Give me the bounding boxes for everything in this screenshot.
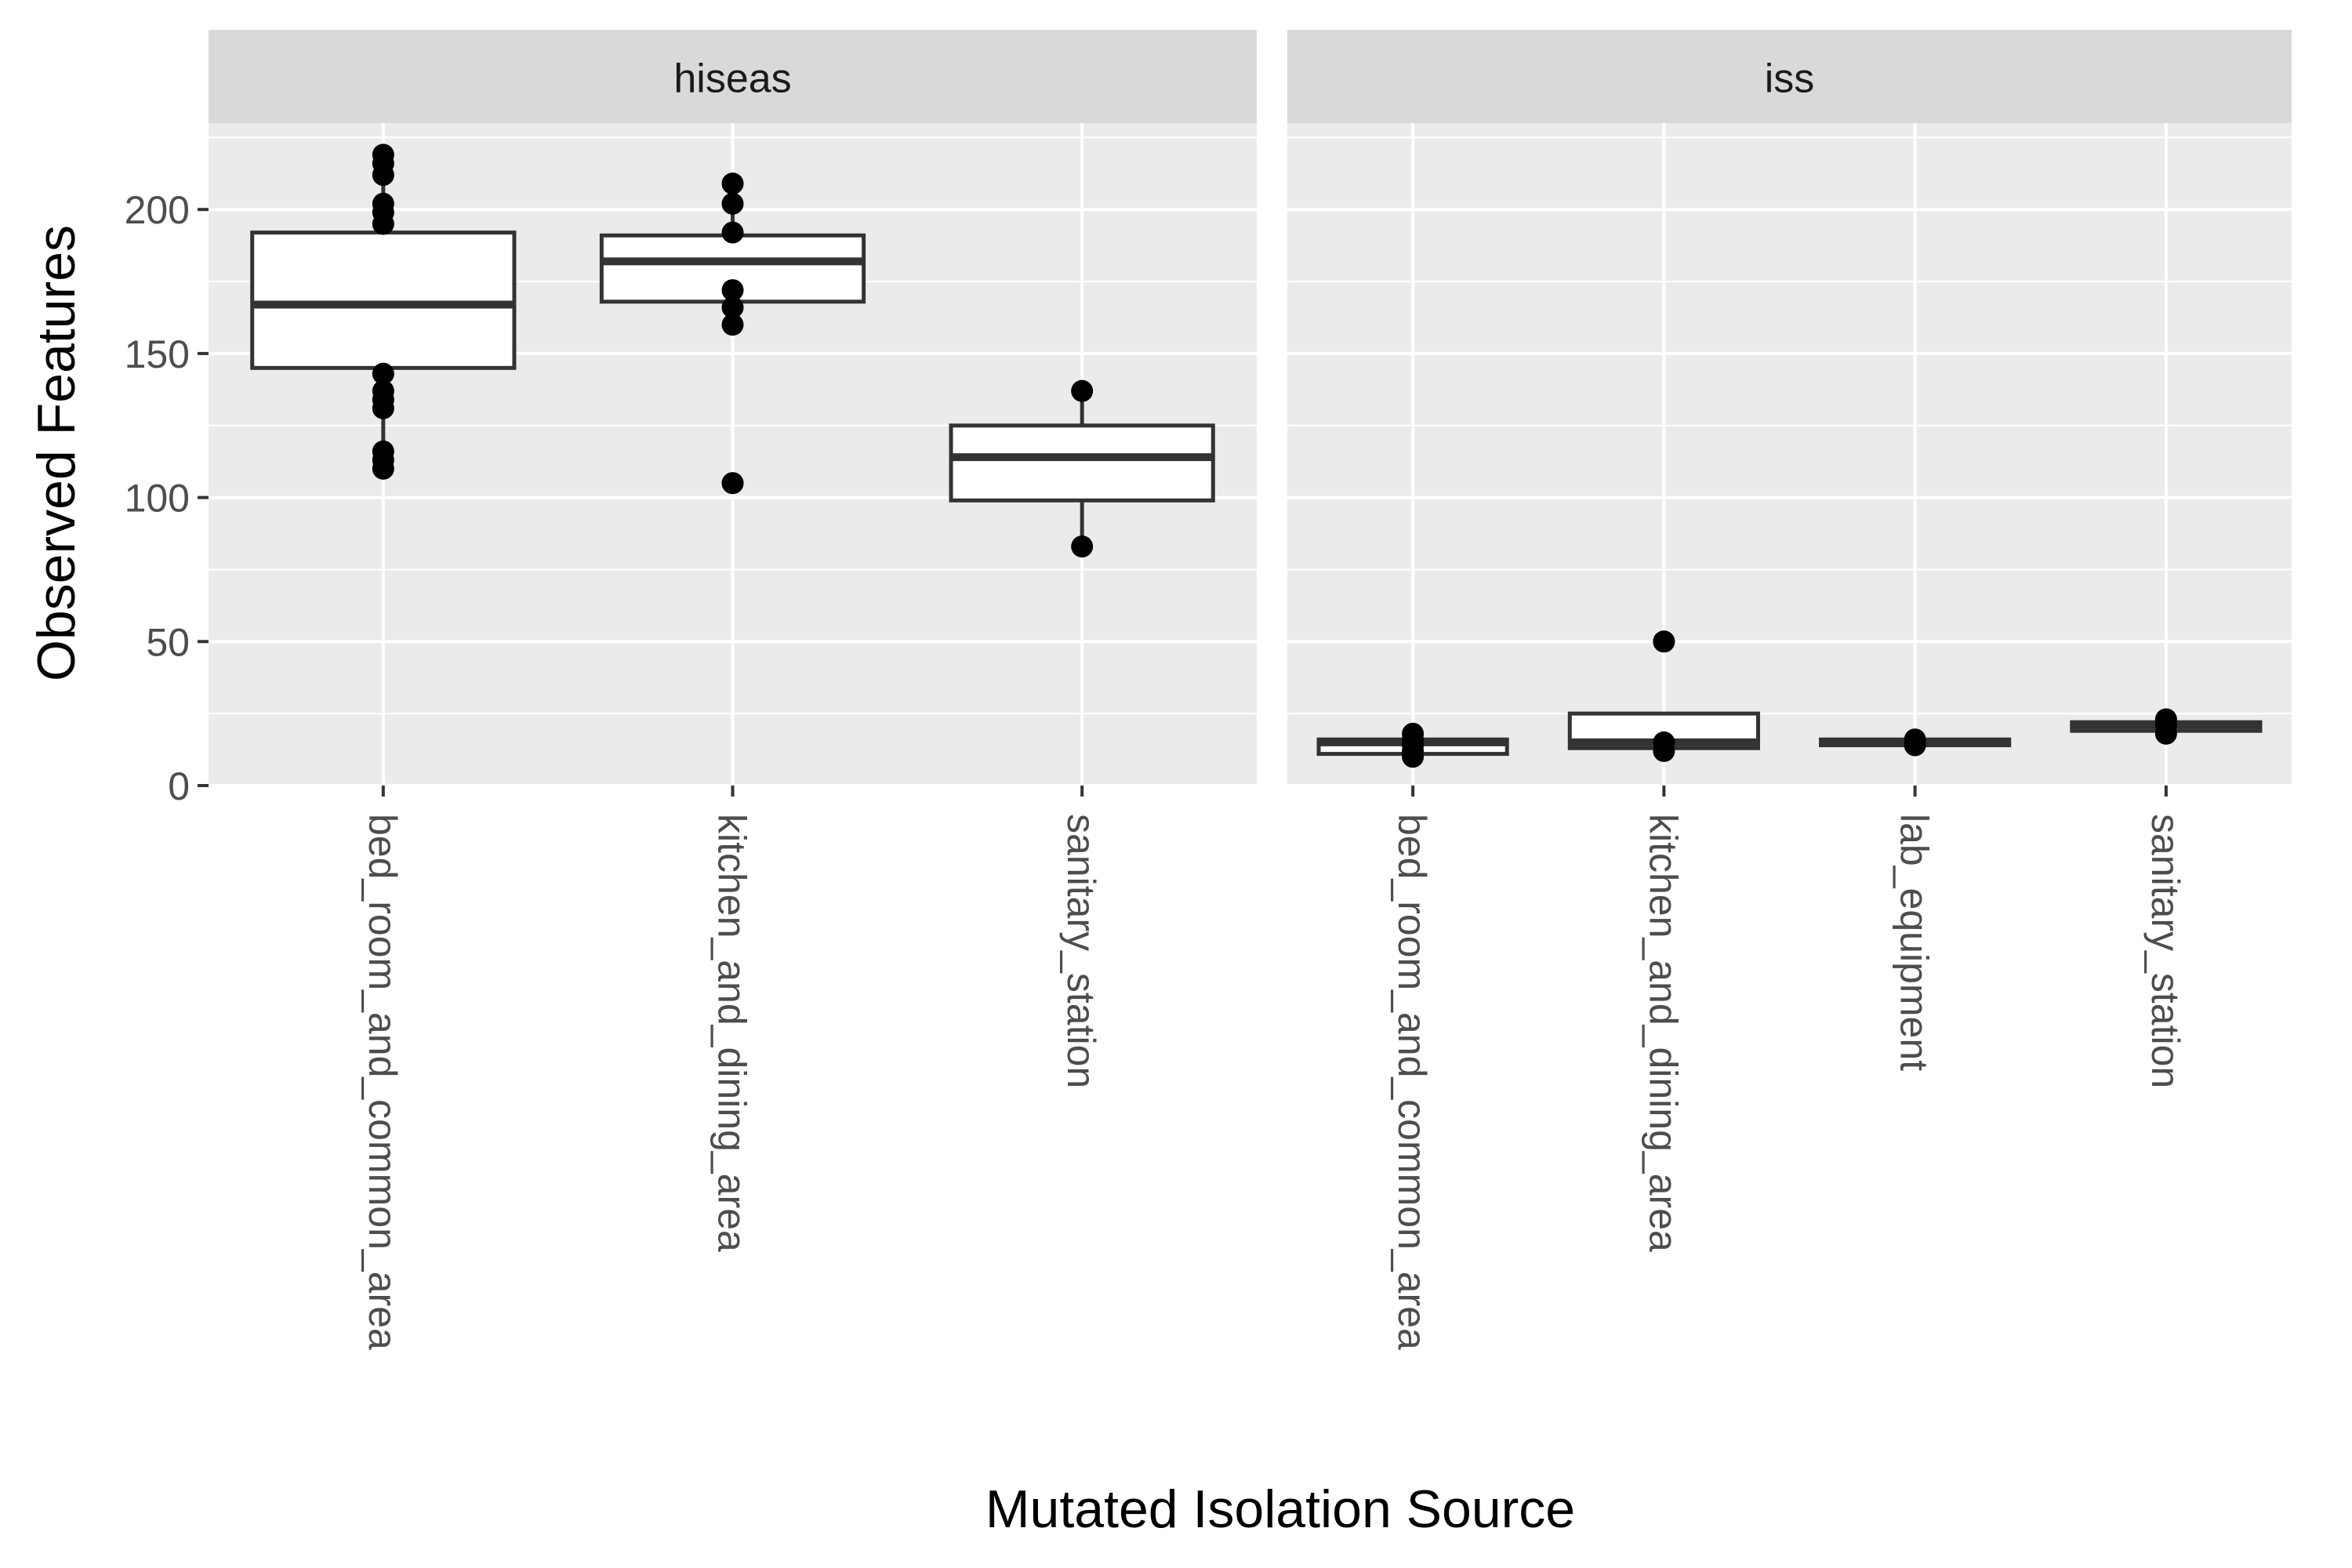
x-tick-label: bed_room_and_common_area bbox=[1390, 814, 1434, 1350]
box-body bbox=[250, 230, 517, 370]
box-kitchen_and_dining_area bbox=[599, 183, 866, 495]
x-tick-label: sanitary_station bbox=[1059, 814, 1103, 1088]
data-point bbox=[372, 397, 394, 419]
data-point bbox=[721, 172, 744, 195]
data-point bbox=[721, 221, 744, 244]
panel-iss: iss bed_room_and_common_area kitchen_and_d… bbox=[1287, 30, 2292, 1350]
x-tick-label: sanitary_station bbox=[2143, 814, 2187, 1088]
y-axis-title: Observed Features bbox=[27, 225, 86, 681]
data-point bbox=[721, 296, 744, 319]
panel-background bbox=[1287, 123, 2292, 786]
data-point bbox=[721, 314, 744, 336]
data-point bbox=[1653, 630, 1675, 653]
data-point bbox=[1071, 535, 1094, 558]
x-tick-label: kitchen_and_dining_area bbox=[1641, 814, 1685, 1252]
x-axis-title: Mutated Isolation Source bbox=[985, 1479, 1575, 1539]
data-point bbox=[372, 164, 394, 187]
panel-hiseas: hiseas bed_room_and_common_area kitchen_an… bbox=[209, 30, 1257, 1350]
y-tick-label: 100 bbox=[125, 477, 190, 521]
facet-strip bbox=[1287, 30, 2292, 123]
y-tick-label: 200 bbox=[125, 188, 190, 232]
data-point bbox=[1402, 746, 1425, 768]
facet-strip bbox=[209, 30, 1257, 123]
data-point bbox=[372, 362, 394, 385]
y-axis: 0 50 100 150 200 bbox=[125, 188, 209, 808]
x-tick-label: kitchen_and_dining_area bbox=[710, 814, 754, 1252]
data-point bbox=[1904, 734, 1926, 757]
data-point bbox=[2154, 722, 2177, 745]
data-point bbox=[721, 279, 744, 302]
box-bed_room_and_common_area bbox=[250, 154, 517, 469]
y-tick-label: 150 bbox=[125, 332, 190, 376]
data-point bbox=[372, 457, 394, 480]
y-tick-label: 50 bbox=[146, 620, 190, 664]
box-sanitary_station bbox=[949, 390, 1215, 547]
facet-strip-label: iss bbox=[1765, 56, 1815, 102]
x-tick-label: bed_room_and_common_area bbox=[361, 814, 405, 1350]
x-tick-label: lab_equipment bbox=[1893, 814, 1936, 1071]
facet-strip-label: hiseas bbox=[673, 56, 791, 102]
data-point bbox=[1653, 739, 1675, 762]
data-point bbox=[372, 212, 394, 235]
data-point bbox=[721, 192, 744, 215]
y-tick-label: 0 bbox=[168, 764, 190, 808]
panels: hiseas bed_room_and_common_area kitchen_an… bbox=[209, 30, 2292, 1350]
data-point bbox=[1071, 379, 1094, 402]
data-point bbox=[721, 472, 744, 495]
box-body bbox=[949, 423, 1215, 503]
